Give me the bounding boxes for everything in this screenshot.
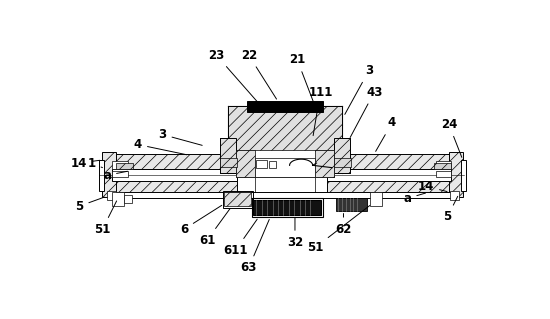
Text: 3: 3 (345, 64, 373, 115)
Text: 61: 61 (199, 208, 230, 247)
Bar (112, 169, 237, 181)
Text: 32: 32 (287, 218, 303, 249)
Bar (112, 181, 237, 196)
Bar (461, 160, 466, 191)
Bar (100, 160, 104, 191)
Bar (371, 192, 382, 206)
Text: a: a (103, 169, 128, 182)
Bar (224, 192, 251, 206)
Bar (117, 163, 133, 169)
Text: 21: 21 (289, 53, 314, 103)
Text: 14: 14 (417, 180, 447, 193)
Bar (228, 106, 342, 168)
Text: 1: 1 (87, 157, 102, 169)
Text: 24: 24 (441, 118, 462, 157)
Text: 5: 5 (443, 196, 458, 223)
Bar (107, 191, 117, 200)
Bar (334, 158, 351, 167)
Text: 6: 6 (180, 205, 222, 236)
Text: 51: 51 (94, 201, 117, 236)
Text: 43: 43 (350, 86, 382, 137)
Bar (112, 161, 128, 169)
Bar (450, 191, 459, 200)
Text: 111: 111 (308, 86, 333, 136)
Bar (102, 152, 117, 197)
Text: 5: 5 (75, 197, 104, 213)
Text: 51: 51 (307, 205, 370, 254)
Text: 22: 22 (241, 49, 277, 99)
Bar (112, 154, 237, 169)
Bar (112, 171, 128, 177)
Bar (327, 181, 451, 196)
Bar (315, 150, 334, 177)
Bar (269, 161, 277, 168)
Text: 14: 14 (71, 157, 100, 169)
Bar (112, 192, 124, 206)
Bar (449, 152, 463, 197)
Bar (124, 195, 132, 203)
Text: 62: 62 (336, 213, 351, 236)
Text: 4: 4 (134, 138, 187, 155)
Bar (336, 198, 367, 211)
Bar (236, 150, 255, 177)
Text: a: a (403, 192, 426, 205)
Bar (248, 101, 323, 112)
Bar (220, 138, 236, 173)
Bar (334, 138, 350, 173)
Text: 4: 4 (376, 116, 396, 152)
Bar (223, 191, 254, 208)
Bar (112, 192, 451, 198)
Bar (220, 158, 237, 167)
Text: 611: 611 (223, 219, 257, 256)
Bar (436, 171, 451, 177)
Bar (327, 154, 451, 169)
Bar (436, 161, 451, 169)
Bar (255, 158, 315, 177)
Bar (252, 198, 323, 217)
Bar (433, 163, 450, 169)
Bar (236, 150, 334, 177)
Text: 3: 3 (158, 128, 202, 145)
Text: 63: 63 (240, 219, 270, 274)
Text: 23: 23 (208, 49, 259, 104)
Bar (256, 160, 267, 168)
Bar (254, 200, 321, 215)
Bar (327, 169, 451, 181)
